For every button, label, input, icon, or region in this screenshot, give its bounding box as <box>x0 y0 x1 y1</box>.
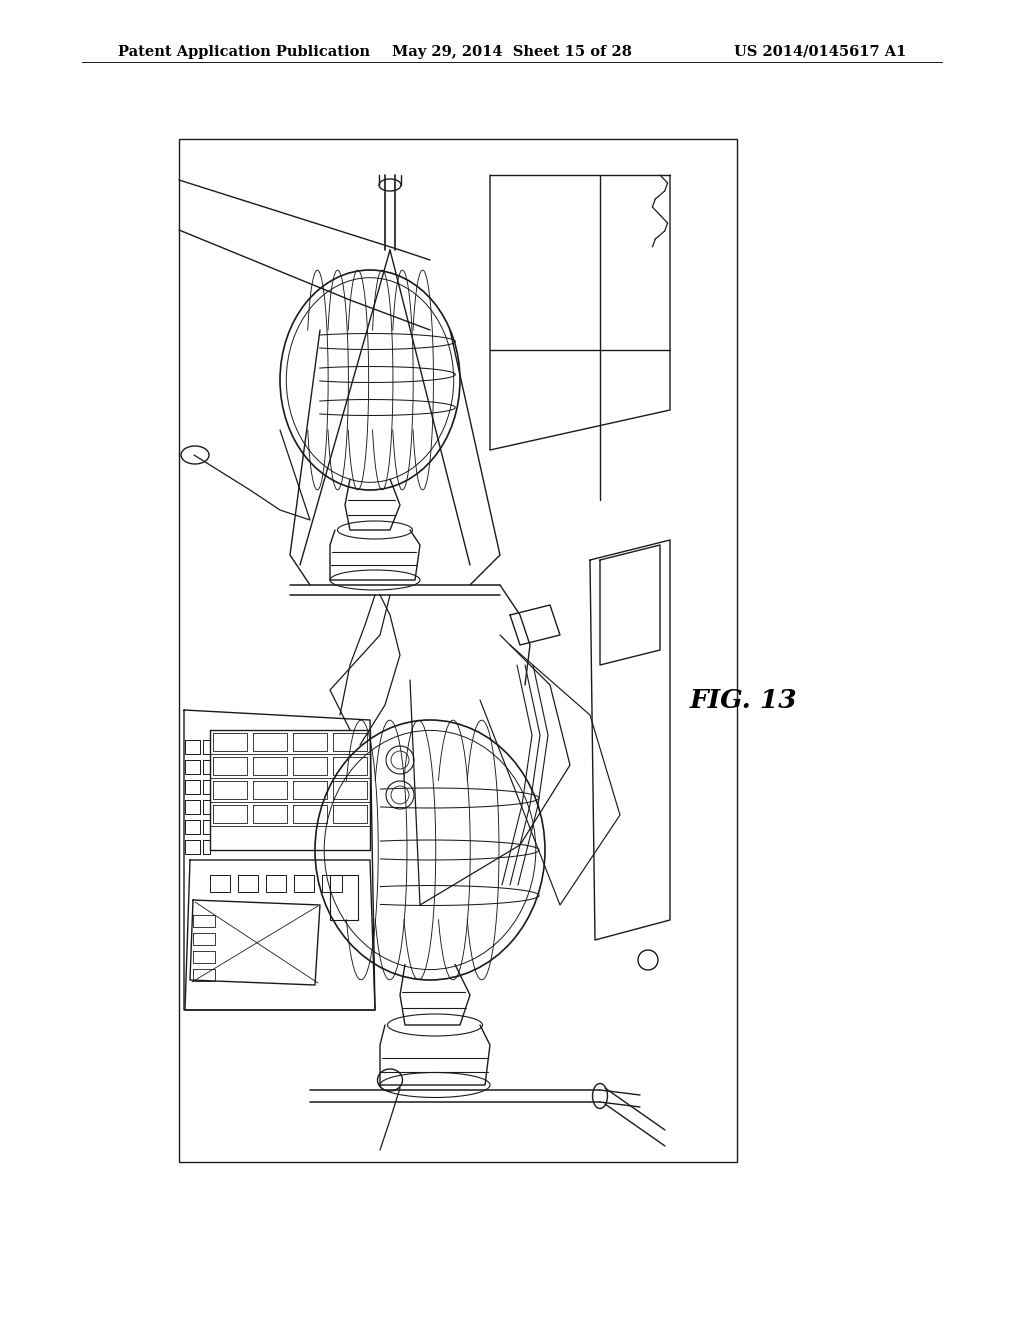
Text: Patent Application Publication: Patent Application Publication <box>118 45 370 59</box>
Bar <box>179 139 737 1162</box>
Text: May 29, 2014  Sheet 15 of 28: May 29, 2014 Sheet 15 of 28 <box>392 45 632 59</box>
Text: FIG. 13: FIG. 13 <box>690 688 798 713</box>
Text: US 2014/0145617 A1: US 2014/0145617 A1 <box>734 45 906 59</box>
